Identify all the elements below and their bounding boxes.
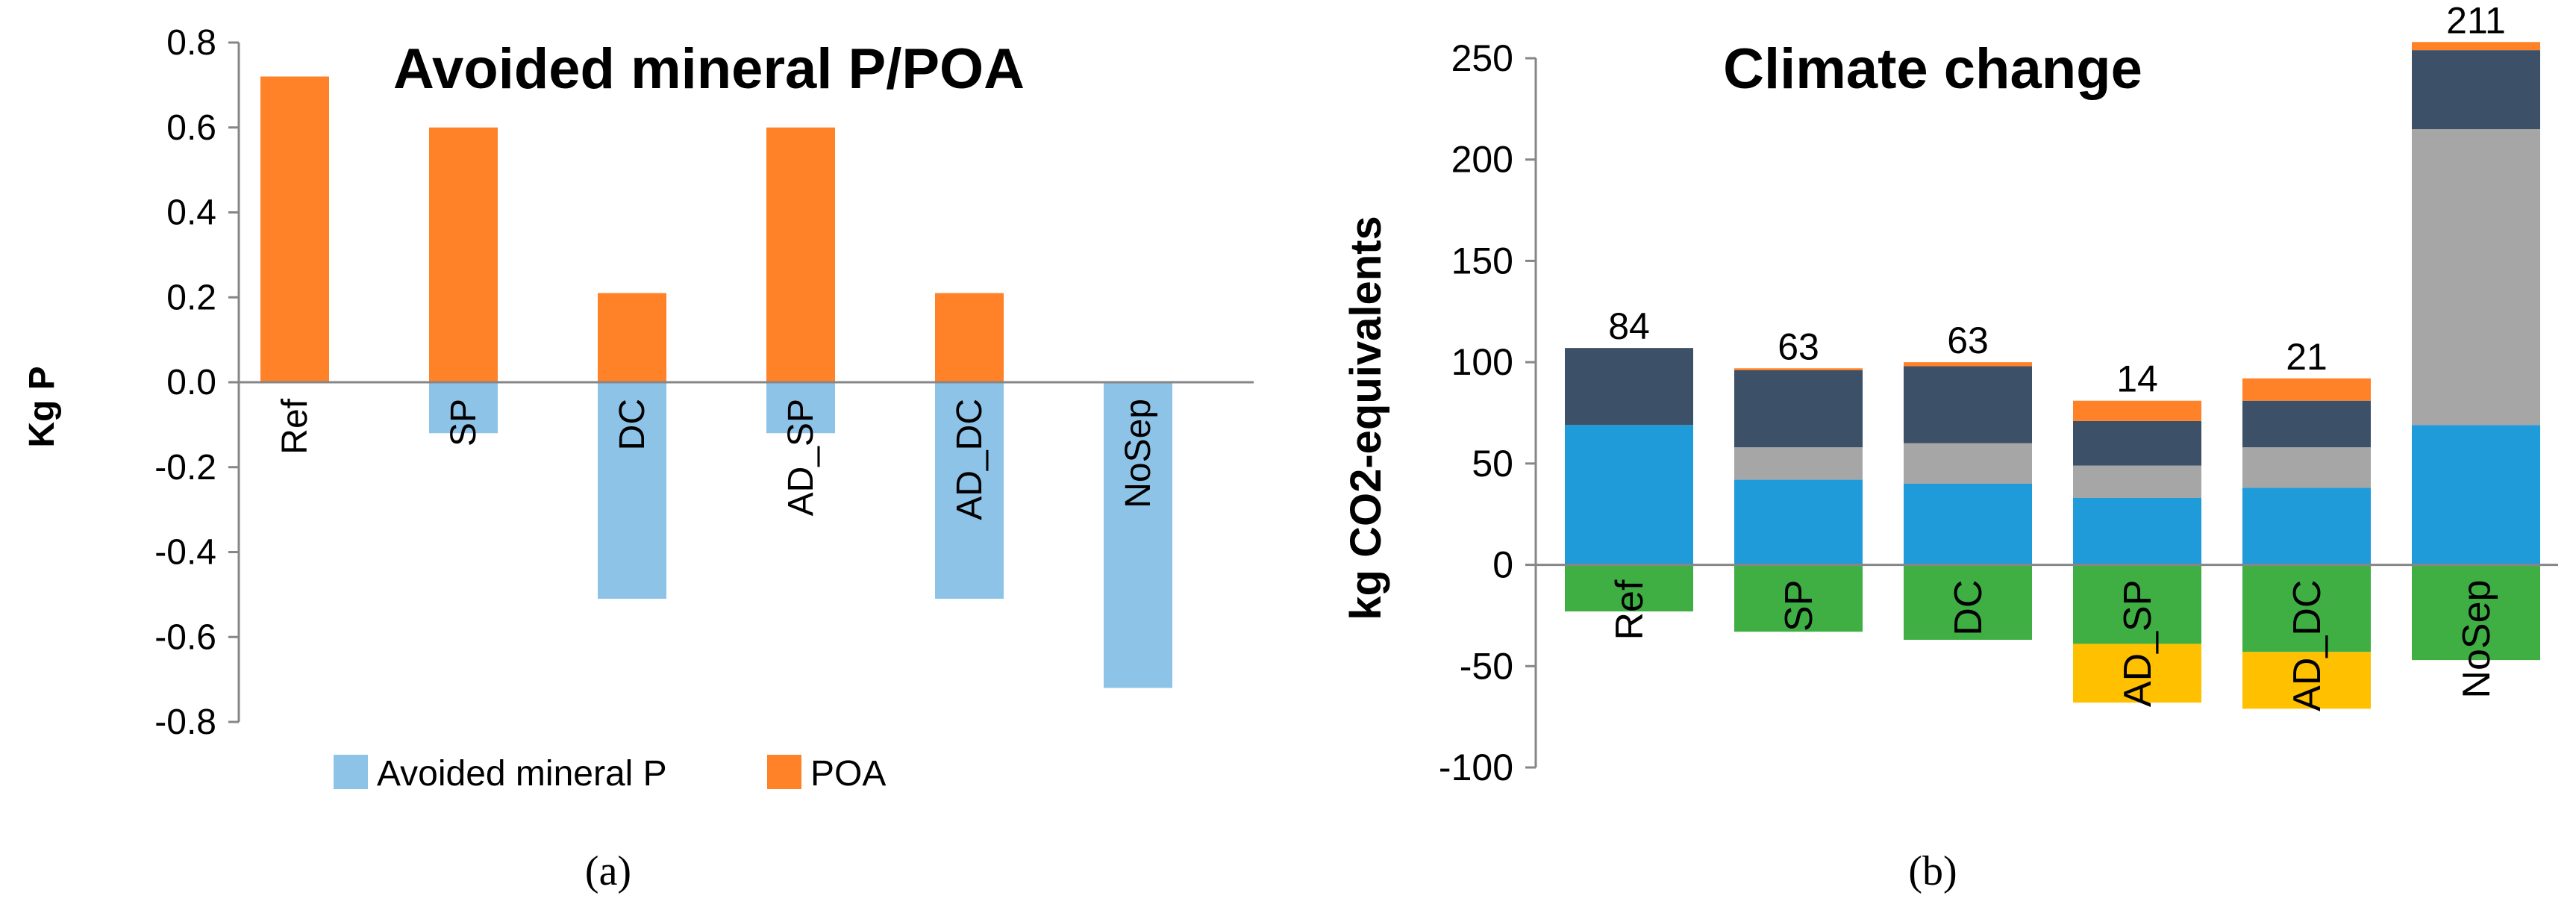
panel-b-y-tick-label: 50 [1472,443,1513,485]
panel-a-y-tick-label: 0.6 [166,108,216,148]
bar-avoided-mineral-p-ad-dc [935,382,1004,599]
panel-b-total-label: 14 [2116,358,2158,400]
panel-b-y-tick-label: 150 [1451,240,1513,281]
panel-a-y-tick-label: -0.6 [154,617,216,657]
panel-b-category-label: Ref [1608,579,1651,640]
panel-b-title: Climate change [1723,37,2142,101]
stack-orange-component-ad-dc [2242,378,2371,401]
stack-dark-blue-component-ad-dc [2242,400,2371,448]
stack-grey-component-nosep [2412,129,2540,426]
stack-grey-component-ad-dc [2242,447,2371,488]
panel-a-category-label: SP [444,399,484,446]
stack-blue-component-sp [1734,479,1863,565]
panel-b-y-tick-label: -50 [1460,645,1513,687]
stack-green-component-sp [1734,564,1863,632]
stack-orange-component-dc [1904,362,2032,367]
stack-dark-blue-component-ref [1565,348,1693,426]
panel-a-y-axis-label: Kg P [22,366,62,447]
stack-green-component-ad-sp [2073,564,2201,644]
panel-a-y-tick-label: 0.2 [166,278,216,317]
bar-poa-ad-sp [766,127,835,382]
stack-blue-component-dc [1904,484,2032,565]
stack-dark-blue-component-nosep [2412,50,2540,129]
legend-label-avoided-mineral-p: Avoided mineral P [377,754,667,794]
panel-b-y-tick-label: 250 [1451,37,1513,79]
panel-b-y-tick-label: -100 [1439,747,1513,788]
stack-grey-component-sp [1734,447,1863,480]
stack-dark-blue-component-sp [1734,370,1863,448]
stack-grey-component-ad-sp [2073,465,2201,498]
panel-b-total-label: 63 [1947,320,1989,361]
panel-a-caption: (a) [585,848,631,894]
stack-blue-component-ad-dc [2242,488,2371,565]
panel-b-category-label: SP [1778,580,1821,632]
stack-orange-component-ad-sp [2073,400,2201,421]
bar-poa-ref [260,76,329,382]
panel-a-chart: Avoided mineral P/POA Kg P -0.8 -0.6 -0.4 -… [22,23,1254,894]
panel-b-category-label: DC [1947,580,1990,636]
bar-avoided-mineral-p-sp [429,382,498,434]
panel-a-legend: Avoided mineral P POA [334,754,886,794]
bar-poa-sp [429,127,498,382]
panel-a-y-tick-label: -0.4 [154,533,216,573]
bar-avoided-mineral-p-nosep [1104,382,1172,688]
panel-a-y-tick-label: 0.0 [166,363,216,402]
panel-a-y-tick-label: -0.2 [154,448,216,488]
stack-dark-blue-component-dc [1904,366,2032,443]
panel-a-y-tick-label: 0.8 [166,23,216,63]
panel-a-y-tick-label: -0.8 [154,703,216,742]
bar-avoided-mineral-p-ad-sp [766,382,835,434]
stack-green-component-ad-dc [2242,564,2371,652]
panel-a-y-tick-label: 0.4 [166,193,216,233]
stack-yellow-component-ad-sp [2073,644,2201,703]
bar-avoided-mineral-p-dc [598,382,666,599]
panel-b-chart: Climate change kg CO2-equivalents -100 -5… [1342,0,2558,894]
stack-blue-component-nosep [2412,425,2540,565]
stack-grey-component-dc [1904,443,2032,484]
panel-b-y-tick-label: 200 [1451,139,1513,181]
stack-orange-component-nosep [2412,42,2540,51]
stack-orange-component-sp [1734,368,1863,370]
bar-poa-dc [598,293,666,382]
legend-swatch-poa [767,755,801,789]
panel-b-y-axis-label: kg CO2-equivalents [1342,216,1390,620]
panel-b-total-label: 63 [1778,325,1819,367]
stack-green-component-nosep [2412,564,2540,661]
panel-b-category-label: AD_DC [2286,580,2329,711]
bar-poa-ad-dc [935,293,1004,382]
stack-blue-component-ad-sp [2073,498,2201,565]
stack-green-component-ref [1565,564,1693,611]
legend-label-poa: POA [810,754,886,794]
legend-swatch-avoided-mineral-p [334,755,368,789]
stack-yellow-component-ad-dc [2242,652,2371,709]
panel-a-category-label: NoSep [1119,399,1158,508]
panel-b-category-label: AD_SP [2116,580,2160,708]
panel-b-caption: (b) [1908,848,1957,894]
panel-a-title: Avoided mineral P/POA [393,37,1025,101]
panel-b-y-tick-label: 100 [1451,341,1513,383]
panel-b-category-label: NoSep [2455,580,2498,699]
panel-a-category-label: AD_DC [950,399,990,520]
panel-b-total-label: 84 [1608,305,1650,347]
panel-a-category-label: AD_SP [781,399,821,516]
panel-a-category-label: DC [613,399,652,450]
panel-a-category-label: Ref [275,398,315,454]
stack-blue-component-ref [1565,425,1693,565]
panel-b-total-label: 211 [2446,0,2506,41]
panel-b-y-tick-label: 0 [1492,544,1513,586]
stack-dark-blue-component-ad-sp [2073,420,2201,466]
panel-b-total-label: 21 [2286,336,2328,378]
stack-green-component-dc [1904,564,2032,640]
